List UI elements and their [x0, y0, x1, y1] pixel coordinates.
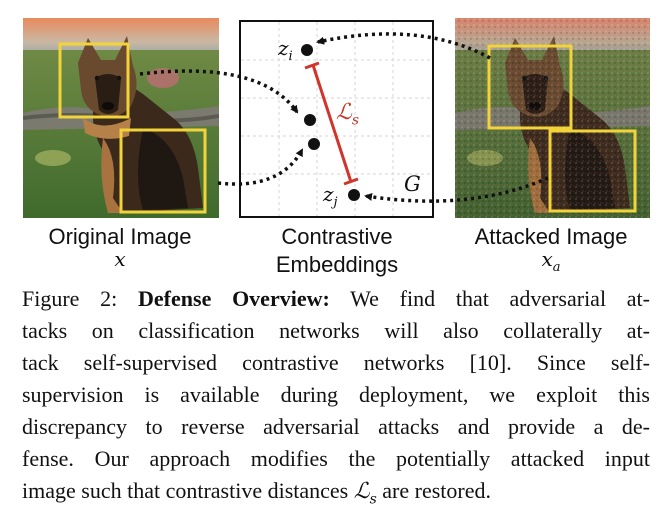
caption-line: tack self-supervised contrastive network…: [22, 347, 650, 379]
point-zi-base: z: [278, 36, 289, 60]
caption-bold-text: Defense Overview:: [138, 286, 330, 311]
embeddings-label-line2: Embeddings: [275, 252, 399, 277]
point-zj-base: z: [323, 182, 334, 206]
loss-sub: s: [351, 112, 360, 129]
attacked-var-sub: a: [552, 260, 561, 275]
point-zj-sub: j: [333, 195, 338, 210]
caption-text: tack self-supervised contrastive network…: [22, 350, 650, 375]
embedding-point-mid-1: [304, 114, 316, 126]
loss-base: ℒ: [336, 100, 352, 125]
caption-line: fense. Our approach modifies the potenti…: [22, 443, 650, 475]
caption-line: tacks on classification networks will al…: [22, 315, 650, 347]
caption-text: are restored.: [376, 478, 491, 503]
generator-label: G: [404, 172, 421, 196]
embedding-point-zj: [348, 189, 360, 201]
caption-text: We find that adversarial at-: [329, 286, 650, 311]
point-zi-sub: i: [288, 49, 293, 64]
caption-text: Figure 2:: [22, 286, 139, 311]
point-zj-label: zj: [323, 182, 338, 210]
caption-text: supervision is available during deployme…: [22, 382, 650, 407]
loss-distance-line: [311, 64, 353, 183]
original-image-var: x: [114, 247, 126, 271]
original-image: [23, 18, 219, 218]
caption-line: Figure 2: Defense Overview: We find that…: [22, 283, 650, 315]
caption-text: image such that contrastive distances: [22, 478, 354, 503]
attacked-image-label: Attacked Image: [474, 224, 628, 249]
caption-text: discrepancy to reverse adversarial attac…: [22, 414, 650, 439]
attacked-image: [455, 18, 650, 218]
caption-text: tacks on classification networks will al…: [22, 318, 650, 343]
attacked-var-base: x: [541, 247, 553, 271]
caption-text: fense. Our approach modifies the potenti…: [22, 446, 650, 471]
point-zi-label: zi: [278, 36, 293, 64]
embeddings-label-line1: Contrastive: [281, 224, 393, 249]
embedding-point-mid-2: [308, 138, 320, 150]
caption-line: image such that contrastive distances ℒs…: [22, 475, 650, 515]
figure: zi ℒs zj G Original Image x Contrastive …: [23, 18, 651, 277]
embedding-point-zi: [301, 44, 313, 56]
caption-math: s: [369, 491, 377, 508]
caption-math: ℒ: [353, 479, 370, 504]
caption-line: supervision is available during deployme…: [22, 379, 650, 411]
figure-caption: Figure 2: Defense Overview: We find that…: [22, 283, 650, 515]
loss-label: ℒs: [336, 100, 359, 128]
original-image-label: Original Image: [48, 224, 192, 249]
caption-line: discrepancy to reverse adversarial attac…: [22, 411, 650, 443]
attacked-image-var: xa: [451, 247, 651, 275]
